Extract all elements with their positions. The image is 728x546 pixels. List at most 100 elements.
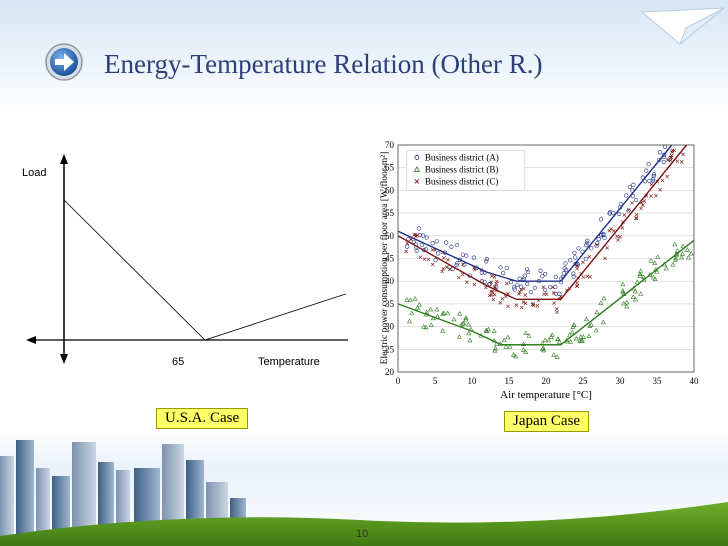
japan-point-b	[415, 305, 421, 310]
japan-y-tick-label: 40	[385, 276, 395, 286]
japan-point-b	[542, 337, 548, 343]
japan-point-a	[617, 211, 622, 217]
japan-y-tick-label: 55	[385, 208, 395, 218]
japan-legend-marker-b	[413, 166, 421, 172]
japan-point-c	[404, 249, 408, 254]
japan-point-a	[457, 257, 463, 262]
japan-point-a	[460, 252, 465, 257]
japan-point-a	[512, 287, 517, 292]
japan-point-c	[665, 158, 670, 162]
japan-point-c	[581, 275, 586, 280]
japan-y-tick-label: 20	[385, 367, 395, 377]
japan-point-a	[515, 282, 520, 288]
japan-point-a	[568, 258, 573, 263]
japan-point-b	[594, 309, 600, 315]
japan-point-a	[624, 193, 629, 198]
japan-point-b	[551, 352, 557, 357]
japan-point-a	[596, 237, 601, 242]
japan-point-c	[505, 281, 509, 286]
japan-point-a	[589, 246, 594, 251]
japan-point-b	[638, 268, 644, 273]
japan-point-a	[528, 289, 534, 295]
japan-point-b	[541, 347, 547, 353]
japan-y-tick-label: 25	[385, 344, 395, 354]
japan-x-tick-label: 30	[616, 376, 626, 386]
japan-x-tick-label: 0	[396, 376, 401, 386]
usa-y-axis-arrow-top	[60, 154, 68, 164]
japan-point-a	[484, 259, 489, 264]
japan-point-b	[637, 273, 643, 278]
japan-point-b	[688, 250, 694, 256]
japan-point-a	[436, 251, 441, 256]
japan-point-c	[634, 216, 638, 221]
japan-point-c	[605, 246, 609, 250]
japan-point-b	[580, 334, 587, 339]
japan-point-a	[626, 208, 631, 213]
japan-point-b	[505, 334, 511, 340]
japan-point-c	[493, 284, 497, 289]
japan-point-a	[543, 271, 548, 277]
japan-point-c	[679, 159, 684, 164]
japan-point-b	[511, 352, 517, 357]
japan-point-c	[620, 226, 625, 230]
japan-y-tick-label: 50	[385, 231, 395, 241]
japan-point-b	[624, 303, 630, 309]
japan-point-a	[571, 274, 576, 279]
japan-point-a	[508, 280, 514, 285]
japan-point-a	[598, 217, 604, 222]
japan-point-c	[669, 153, 674, 158]
japan-point-b	[620, 281, 626, 287]
japan-point-c	[492, 275, 497, 279]
japan-point-c	[521, 300, 526, 304]
japan-point-a	[627, 184, 632, 190]
japan-point-b	[546, 337, 552, 343]
japan-fit-line-2	[397, 239, 695, 346]
japan-point-a	[563, 261, 568, 266]
slide-title: Energy-Temperature Relation (Other R.)	[104, 49, 543, 79]
japan-point-b	[567, 339, 574, 344]
japan-point-a	[585, 238, 590, 243]
japan-point-c	[531, 302, 535, 306]
japan-point-a	[651, 173, 656, 179]
japan-legend-marker-c	[414, 179, 420, 184]
japan-point-b	[466, 330, 472, 336]
japan-point-a	[634, 197, 639, 203]
japan-point-b	[632, 288, 638, 294]
japan-point-a	[487, 282, 492, 287]
japan-point-a	[455, 261, 460, 266]
japan-point-c	[668, 158, 673, 163]
japan-point-a	[647, 178, 652, 184]
japan-point-b	[587, 323, 593, 328]
japan-point-c	[603, 256, 607, 261]
japan-case-label: Japan Case	[504, 411, 590, 432]
japan-point-b	[407, 297, 413, 302]
japan-point-c	[639, 206, 643, 211]
japan-point-c	[422, 257, 427, 261]
japan-point-a	[542, 287, 548, 292]
japan-point-c	[492, 292, 497, 297]
japan-point-a	[411, 239, 416, 245]
japan-point-a	[584, 243, 589, 248]
japan-point-b	[600, 319, 606, 325]
japan-point-b	[621, 300, 627, 306]
japan-point-b	[428, 306, 434, 312]
japan-point-b	[648, 258, 654, 263]
japan-point-b	[451, 316, 457, 322]
japan-point-a	[430, 241, 435, 246]
japan-point-a	[585, 240, 590, 245]
japan-point-c	[491, 297, 496, 302]
city-skyline-decoration	[0, 440, 728, 546]
japan-point-c	[489, 289, 493, 294]
japan-point-c	[595, 243, 599, 247]
japan-point-a	[618, 202, 623, 207]
japan-point-b	[672, 241, 678, 247]
japan-point-a	[599, 233, 604, 238]
japan-point-a	[518, 284, 524, 289]
japan-point-b	[555, 336, 561, 342]
japan-point-b	[684, 247, 690, 252]
japan-point-c	[681, 152, 685, 157]
japan-y-tick-label: 35	[385, 299, 395, 309]
japan-point-b	[404, 297, 410, 302]
japan-point-a	[540, 274, 545, 279]
japan-point-c	[634, 216, 639, 221]
